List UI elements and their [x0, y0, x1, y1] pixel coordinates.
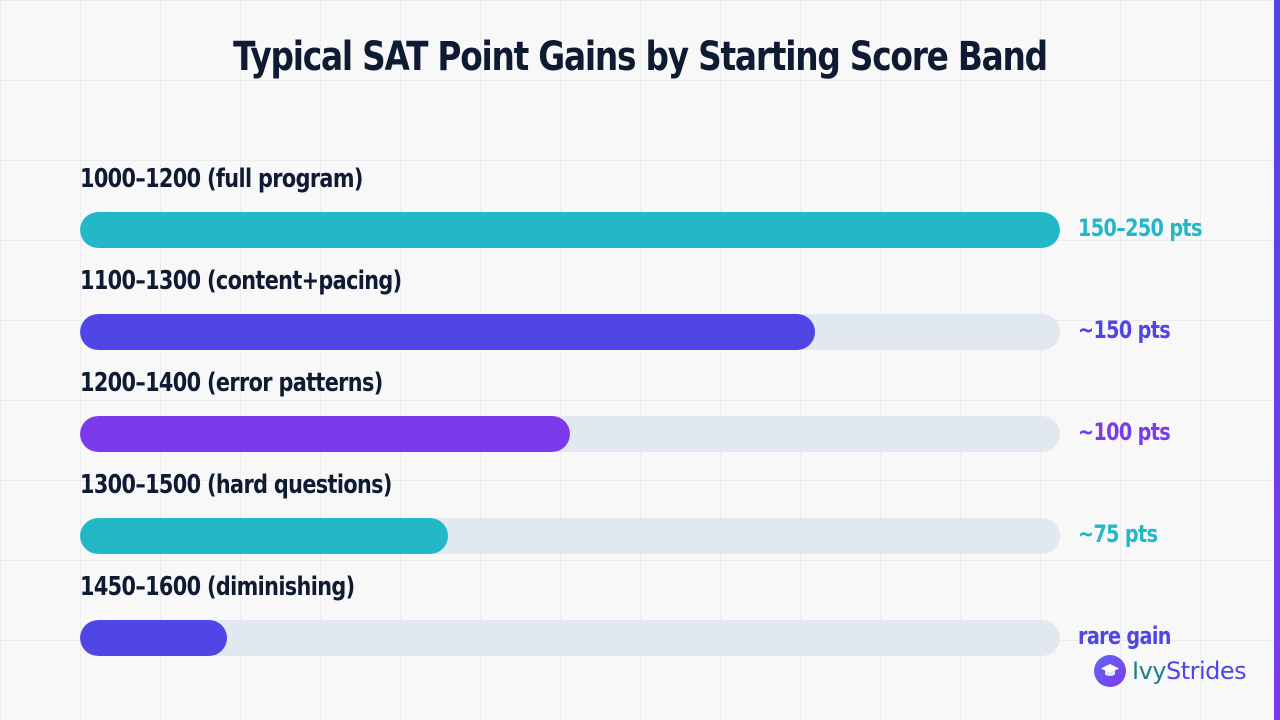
bar-row: 1450–1600 (diminishing) rare gain — [80, 572, 1240, 664]
bar-track — [80, 314, 1060, 350]
bar-fill — [80, 518, 448, 554]
graduation-cap-icon — [1094, 655, 1126, 687]
bar-row: 1200–1400 (error patterns) ~100 pts — [80, 368, 1240, 460]
bar-fill — [80, 620, 227, 656]
brand-name: IvyStrides — [1132, 657, 1247, 685]
bar-track — [80, 518, 1060, 554]
category-label: 1100–1300 (content+pacing) — [80, 266, 402, 296]
category-label: 1200–1400 (error patterns) — [80, 368, 383, 398]
bar-track — [80, 212, 1060, 248]
bar-track — [80, 620, 1060, 656]
value-label: ~75 pts — [1078, 520, 1158, 548]
category-label: 1300–1500 (hard questions) — [80, 470, 392, 500]
value-label: ~150 pts — [1078, 316, 1171, 344]
bar-fill — [80, 416, 570, 452]
value-label: rare gain — [1078, 622, 1171, 650]
bar-row: 1000–1200 (full program) 150–250 pts — [80, 164, 1240, 256]
value-label: ~100 pts — [1078, 418, 1171, 446]
chart-title: Typical SAT Point Gains by Starting Scor… — [233, 34, 1048, 80]
bar-fill — [80, 314, 815, 350]
category-label: 1450–1600 (diminishing) — [80, 572, 355, 602]
brand-logo: IvyStrides — [1094, 654, 1247, 688]
accent-edge — [1274, 0, 1280, 720]
value-label: 150–250 pts — [1078, 214, 1202, 242]
bar-fill — [80, 212, 1060, 248]
bar-row: 1100–1300 (content+pacing) ~150 pts — [80, 266, 1240, 358]
bar-track — [80, 416, 1060, 452]
bar-row: 1300–1500 (hard questions) ~75 pts — [80, 470, 1240, 562]
category-label: 1000–1200 (full program) — [80, 164, 363, 194]
